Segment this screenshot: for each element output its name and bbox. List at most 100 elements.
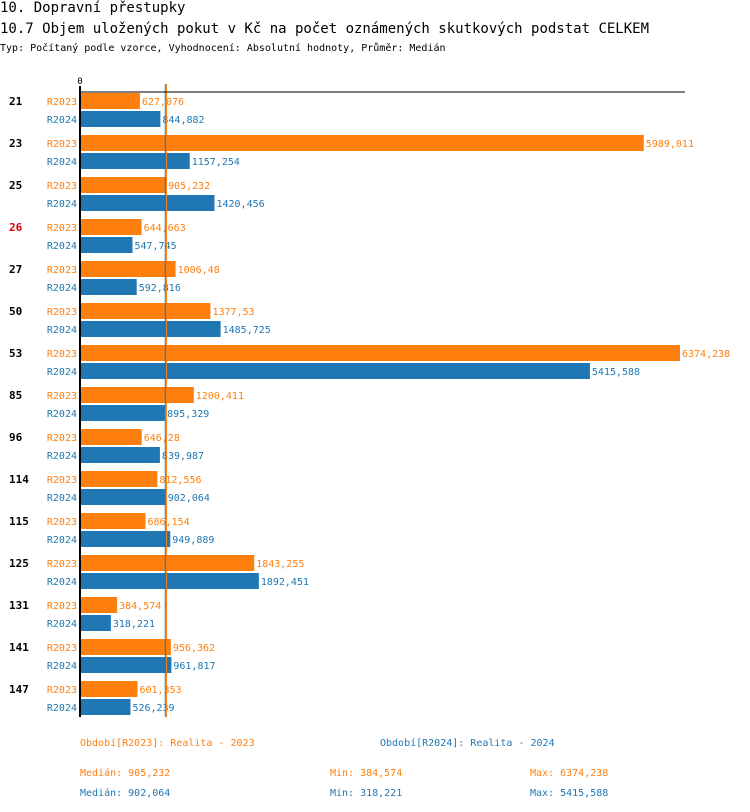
legend-r2023: Období[R2023]: Realita - 2023 — [80, 738, 255, 749]
value-label: 5989,011 — [646, 139, 694, 150]
bar-r2023 — [81, 513, 146, 529]
series-label: R2023 — [47, 685, 77, 696]
category-label: 131 — [9, 599, 29, 612]
min-r2024: Min: 318,221 — [330, 788, 403, 799]
value-label: 812,556 — [159, 475, 201, 486]
bar-chart: 21 R2023 627,076 R2024 844,882 23 R2023 5989,01… — [9, 77, 730, 717]
value-label: 686,154 — [147, 517, 189, 528]
bar-r2024 — [81, 447, 160, 463]
bar-r2024 — [81, 405, 166, 421]
series-label: R2024 — [47, 493, 77, 504]
series-label: R2024 — [47, 367, 77, 378]
bar-r2023 — [81, 555, 255, 571]
chart-subtitle: Typ: Počítaný podle vzorce, Vyhodnocení:… — [0, 43, 446, 54]
value-label: 5415,588 — [592, 367, 640, 378]
category-label: 115 — [9, 515, 29, 528]
category-label: 147 — [9, 683, 29, 696]
category-label: 50 — [9, 305, 22, 318]
series-label: R2023 — [47, 349, 77, 360]
x-tick-label: 0 — [77, 77, 82, 87]
value-label: 1006,48 — [178, 265, 220, 276]
category-label: 26 — [9, 221, 23, 234]
series-label: R2023 — [47, 265, 77, 276]
bar-r2023 — [81, 303, 211, 319]
series-label: R2023 — [47, 223, 77, 234]
value-label: 384,574 — [119, 601, 161, 612]
value-label: 961,817 — [173, 661, 215, 672]
value-label: 318,221 — [113, 619, 155, 630]
bar-r2023 — [81, 177, 167, 193]
category-label: 125 — [9, 557, 29, 570]
bar-r2023 — [81, 261, 176, 277]
category-label: 21 — [9, 95, 23, 108]
value-label: 1157,254 — [192, 157, 240, 168]
bar-r2024 — [81, 363, 590, 379]
value-label: 526,239 — [132, 703, 174, 714]
series-label: R2024 — [47, 409, 77, 420]
series-label: R2023 — [47, 643, 77, 654]
value-label: 949,889 — [172, 535, 214, 546]
median-r2024: Medián: 902,064 — [80, 788, 171, 799]
bar-r2024 — [81, 531, 171, 547]
value-label: 844,882 — [162, 115, 204, 126]
series-label: R2023 — [47, 391, 77, 402]
series-label: R2024 — [47, 577, 77, 588]
series-label: R2023 — [47, 97, 77, 108]
value-label: 627,076 — [142, 97, 184, 108]
max-r2023: Max: 6374,238 — [530, 768, 609, 779]
bar-r2024 — [81, 573, 259, 589]
series-label: R2023 — [47, 181, 77, 192]
bar-r2024 — [81, 615, 111, 631]
category-label: 23 — [9, 137, 22, 150]
series-label: R2024 — [47, 325, 77, 336]
bar-r2024 — [81, 237, 133, 253]
value-label: 547,745 — [134, 241, 176, 252]
legend-r2024: Období[R2024]: Realita - 2024 — [380, 738, 555, 749]
category-label: 53 — [9, 347, 22, 360]
bar-r2023 — [81, 93, 140, 109]
series-label: R2024 — [47, 241, 77, 252]
value-label: 895,329 — [167, 409, 209, 420]
series-label: R2024 — [47, 283, 77, 294]
max-r2024: Max: 5415,588 — [530, 788, 609, 799]
series-label: R2024 — [47, 703, 77, 714]
value-label: 902,064 — [168, 493, 210, 504]
bar-r2024 — [81, 321, 221, 337]
value-label: 956,362 — [173, 643, 215, 654]
series-label: R2023 — [47, 139, 77, 150]
bar-r2023 — [81, 387, 194, 403]
bar-r2024 — [81, 153, 190, 169]
value-label: 1200,411 — [196, 391, 244, 402]
bar-r2024 — [81, 195, 215, 211]
bar-r2023 — [81, 597, 118, 613]
bar-r2023 — [81, 135, 644, 151]
value-label: 1420,456 — [216, 199, 264, 210]
value-label: 6374,238 — [682, 349, 730, 360]
series-label: R2023 — [47, 559, 77, 570]
bar-r2023 — [81, 219, 142, 235]
series-label: R2024 — [47, 619, 77, 630]
value-label: 1892,451 — [261, 577, 309, 588]
series-label: R2023 — [47, 433, 77, 444]
series-label: R2024 — [47, 199, 77, 210]
category-label: 114 — [9, 473, 29, 486]
value-label: 905,232 — [168, 181, 210, 192]
series-label: R2024 — [47, 115, 77, 126]
bar-r2023 — [81, 345, 680, 361]
category-label: 141 — [9, 641, 29, 654]
bar-r2024 — [81, 279, 137, 295]
series-label: R2023 — [47, 307, 77, 318]
bar-r2024 — [81, 657, 172, 673]
bar-r2023 — [81, 639, 171, 655]
category-label: 85 — [9, 389, 22, 402]
min-r2023: Min: 384,574 — [330, 768, 403, 779]
value-label: 1843,255 — [256, 559, 304, 570]
series-label: R2024 — [47, 535, 77, 546]
series-label: R2023 — [47, 517, 77, 528]
bar-r2024 — [81, 489, 166, 505]
category-label: 96 — [9, 431, 23, 444]
value-label: 1377,53 — [212, 307, 254, 318]
bar-r2023 — [81, 429, 142, 445]
value-label: 646,28 — [144, 433, 180, 444]
series-label: R2024 — [47, 661, 77, 672]
